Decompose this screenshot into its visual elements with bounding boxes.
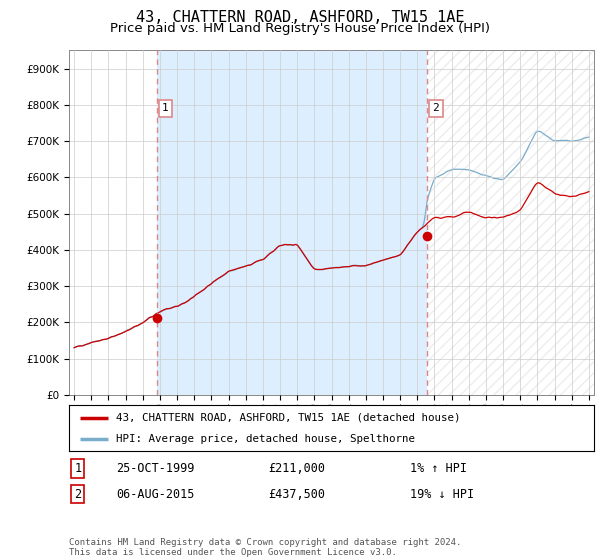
Bar (427, 50, 594, 395)
Text: Contains HM Land Registry data © Crown copyright and database right 2024.
This d: Contains HM Land Registry data © Crown c… (69, 538, 461, 557)
Text: 2: 2 (433, 104, 439, 114)
Text: 43, CHATTERN ROAD, ASHFORD, TW15 1AE: 43, CHATTERN ROAD, ASHFORD, TW15 1AE (136, 10, 464, 25)
Text: 06-AUG-2015: 06-AUG-2015 (116, 488, 194, 501)
Text: 25-OCT-1999: 25-OCT-1999 (116, 463, 194, 475)
Bar (157, 50, 427, 395)
Text: £437,500: £437,500 (269, 488, 325, 501)
Text: 1: 1 (162, 104, 169, 114)
Text: £211,000: £211,000 (269, 463, 325, 475)
Text: 2: 2 (74, 488, 82, 501)
Text: Price paid vs. HM Land Registry's House Price Index (HPI): Price paid vs. HM Land Registry's House … (110, 22, 490, 35)
Text: 43, CHATTERN ROAD, ASHFORD, TW15 1AE (detached house): 43, CHATTERN ROAD, ASHFORD, TW15 1AE (de… (116, 413, 461, 423)
Text: 1: 1 (74, 463, 82, 475)
Text: 19% ↓ HPI: 19% ↓ HPI (410, 488, 475, 501)
Text: HPI: Average price, detached house, Spelthorne: HPI: Average price, detached house, Spel… (116, 435, 415, 444)
Text: 1% ↑ HPI: 1% ↑ HPI (410, 463, 467, 475)
Bar (427, 50, 594, 395)
